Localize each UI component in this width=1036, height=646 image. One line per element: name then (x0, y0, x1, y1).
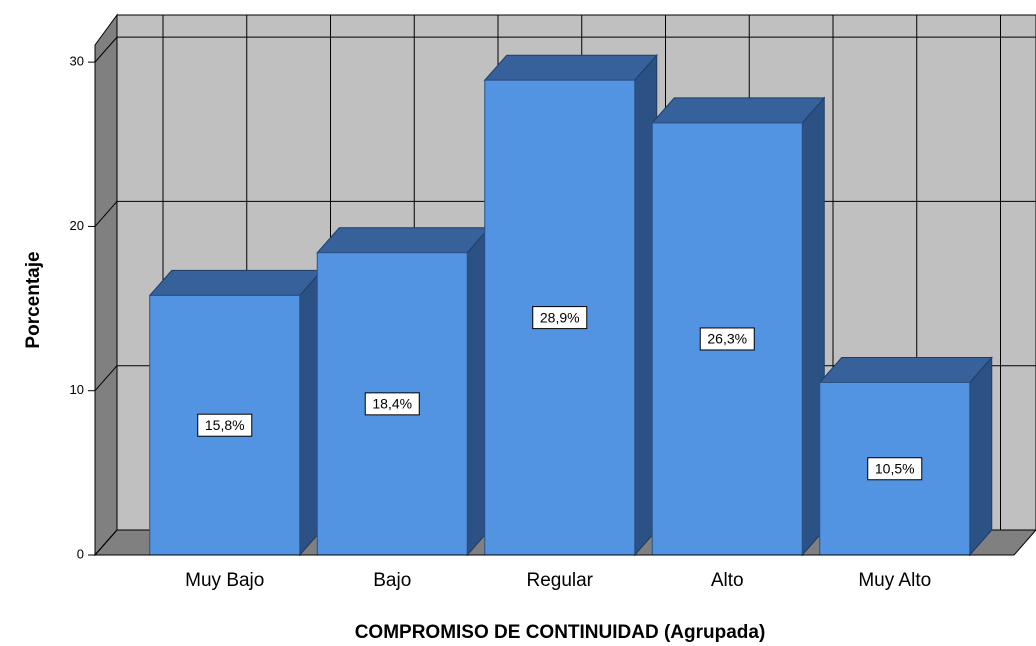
grid-line (94, 36, 118, 63)
value-label-box (699, 327, 755, 351)
bar-side (969, 356, 993, 557)
grid-line (94, 529, 118, 556)
value-label-box (197, 413, 253, 437)
x-axis-title: COMPROMISO DE CONTINUIDAD (Agrupada) (355, 622, 766, 643)
y-tick-label: 0 (77, 546, 84, 561)
bar (818, 356, 993, 557)
value-label: 15,8% (205, 417, 245, 433)
y-tick-label: 20 (70, 218, 84, 233)
value-label-box (532, 306, 588, 330)
value-label: 18,4% (372, 396, 412, 412)
bar-top (483, 54, 658, 81)
x-tick-label: Alto (711, 570, 744, 591)
bar (483, 53, 658, 557)
bar-top (316, 227, 491, 254)
y-axis-title: Porcentaje (23, 251, 44, 348)
x-tick-label: Muy Bajo (185, 570, 264, 591)
value-label: 10,5% (875, 460, 915, 476)
side-wall (94, 13, 118, 557)
bar-top (148, 269, 323, 296)
value-label-box (364, 392, 420, 416)
bar (148, 269, 323, 557)
bar-top (818, 356, 993, 383)
x-tick-label: Regular (526, 570, 593, 591)
value-label: 28,9% (540, 309, 580, 325)
x-tick-label: Muy Alto (858, 570, 931, 591)
y-tick-label: 10 (70, 382, 84, 397)
y-tick-label: 30 (70, 54, 84, 69)
bar-top (651, 97, 826, 124)
value-label-box (867, 457, 923, 481)
x-tick-label: Bajo (373, 570, 411, 591)
bar (651, 96, 826, 557)
value-label: 26,3% (707, 331, 747, 347)
bar (316, 226, 491, 557)
grid-line (94, 365, 118, 392)
grid-line (94, 201, 118, 227)
